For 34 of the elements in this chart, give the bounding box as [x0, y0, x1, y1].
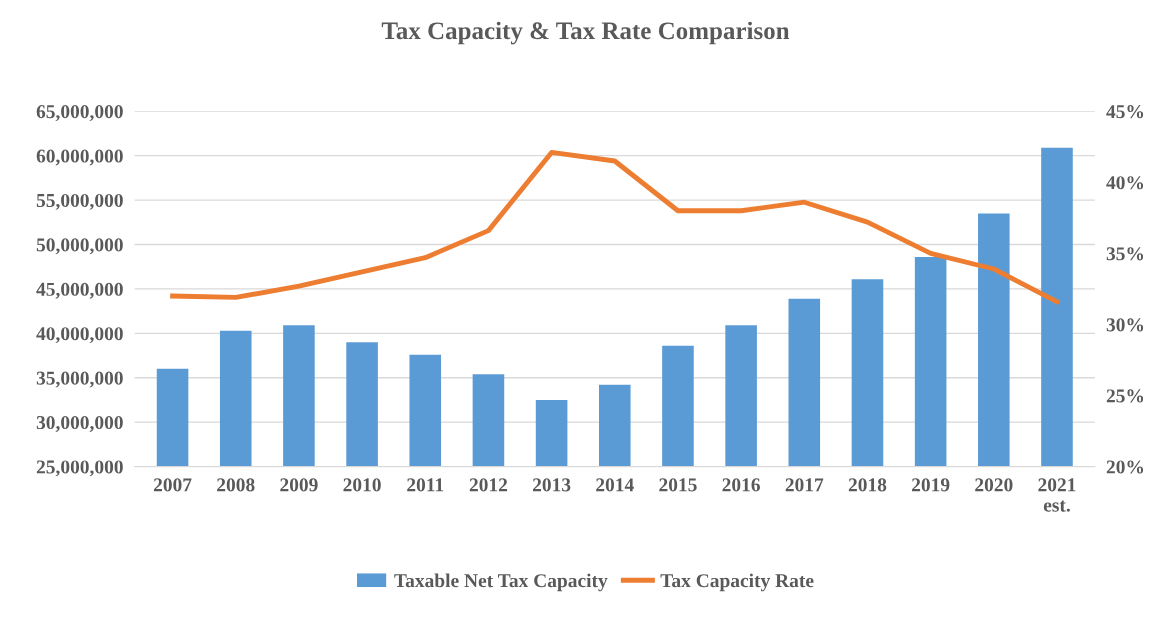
y2-tick-label: 25% — [1106, 389, 1144, 403]
legend-label: Taxable Net Tax Capacity — [394, 573, 608, 592]
x-tick-label: 2009 — [280, 478, 318, 492]
chart-title: Tax Capacity & Tax Rate Comparison — [381, 21, 790, 45]
line-series — [170, 150, 1060, 305]
y2-tick-label: 45% — [1106, 105, 1144, 119]
x-tick-label: 2021 est. — [1038, 478, 1076, 512]
y2-tick-label: 40% — [1106, 176, 1144, 190]
x-tick-label: 2013 — [532, 478, 571, 492]
x-tick-label: 2019 — [912, 478, 950, 492]
y2-tick-label: 30% — [1106, 318, 1144, 332]
y-tick-label: 25,000,000 — [36, 460, 123, 477]
y2-tick-label: 35% — [1106, 247, 1144, 261]
y-tick-label: 30,000,000 — [36, 415, 123, 432]
x-tick-label: 2008 — [217, 478, 255, 492]
x-tick-label: 2010 — [343, 478, 381, 492]
x-tick-label: 2018 — [848, 478, 887, 492]
x-tick-label: 2012 — [469, 478, 508, 492]
legend-label: Tax Capacity Rate — [660, 573, 814, 592]
y-tick-label: 55,000,000 — [36, 193, 123, 210]
x-tick-label: 2011 — [407, 478, 444, 492]
y-tick-label: 35,000,000 — [36, 371, 123, 388]
x-tick-label: 2007 — [153, 478, 192, 492]
y-tick-label: 65,000,000 — [36, 105, 123, 121]
y-tick-label: 45,000,000 — [36, 282, 123, 299]
x-tick-label: 2020 — [975, 478, 1013, 492]
x-tick-label: 2016 — [722, 478, 760, 492]
y-tick-label: 50,000,000 — [36, 238, 123, 255]
y2-tick-label: 20% — [1106, 460, 1144, 474]
x-tick-label: 2017 — [785, 478, 824, 492]
x-tick-label: 2014 — [596, 478, 634, 492]
y-tick-label: 60,000,000 — [36, 149, 123, 166]
x-tick-label: 2015 — [659, 478, 697, 492]
y-tick-label: 40,000,000 — [36, 327, 123, 344]
